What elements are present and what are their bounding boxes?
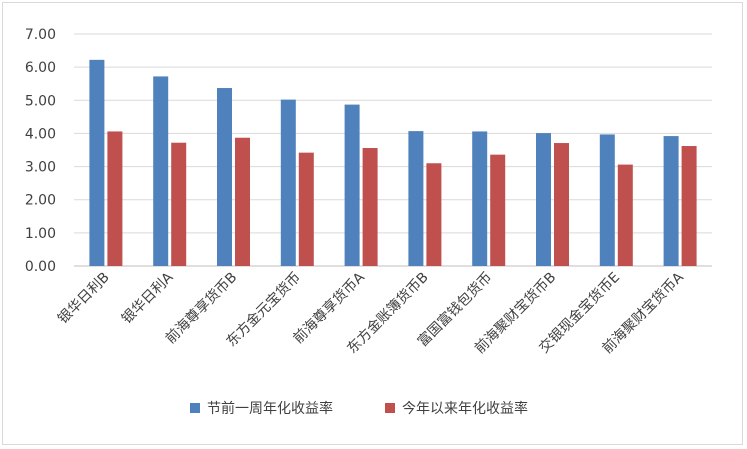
legend: 节前一周年化收益率 今年以来年化收益率 [190, 400, 528, 417]
bar-ytd-1 [171, 142, 187, 266]
y-tick-label: 5.00 [25, 93, 56, 109]
x-tick-label: 银华日利B [55, 270, 113, 328]
y-tick-label: 6.00 [25, 60, 56, 76]
bar-weekly-6 [472, 131, 488, 266]
grid-lines [74, 33, 712, 267]
y-tick-label: 7.00 [25, 27, 56, 43]
bar-ytd-6 [490, 154, 506, 266]
legend-swatch-1 [385, 403, 395, 413]
bars [89, 59, 697, 267]
y-tick-label: 0.00 [25, 259, 56, 275]
y-tick-label: 3.00 [25, 160, 56, 176]
bar-weekly-9 [663, 136, 679, 266]
x-tick-label: 银华日利A [119, 269, 177, 327]
bar-ytd-8 [617, 164, 633, 266]
legend-swatch-0 [190, 403, 200, 413]
bar-weekly-8 [599, 134, 615, 266]
legend-label-1: 今年以来年化收益率 [402, 400, 528, 417]
bar-weekly-1 [153, 76, 169, 267]
bar-ytd-4 [362, 148, 378, 266]
bar-weekly-0 [89, 59, 105, 267]
bar-weekly-4 [344, 104, 360, 266]
bar-ytd-3 [298, 152, 314, 266]
y-axis-tick-labels: 0.00 1.00 2.00 3.00 4.00 5.00 6.00 7.00 [25, 27, 56, 275]
bar-ytd-5 [426, 163, 442, 266]
bar-weekly-2 [217, 88, 232, 266]
y-tick-label: 1.00 [25, 226, 56, 242]
bar-ytd-9 [681, 146, 697, 266]
x-axis-tick-labels: 银华日利B 银华日利A前海尊享货币B东方金元宝货币前海尊享货币A东方金账簿货币B富… [55, 269, 687, 357]
bar-weekly-7 [536, 133, 551, 266]
bar-ytd-2 [235, 137, 250, 266]
y-tick-label: 4.00 [25, 126, 56, 142]
y-tick-label: 2.00 [25, 193, 56, 209]
bar-ytd-7 [554, 143, 569, 266]
bar-weekly-5 [408, 131, 424, 266]
bar-weekly-3 [280, 99, 296, 266]
bar-ytd-0 [107, 131, 123, 266]
legend-label-0: 节前一周年化收益率 [207, 400, 333, 417]
